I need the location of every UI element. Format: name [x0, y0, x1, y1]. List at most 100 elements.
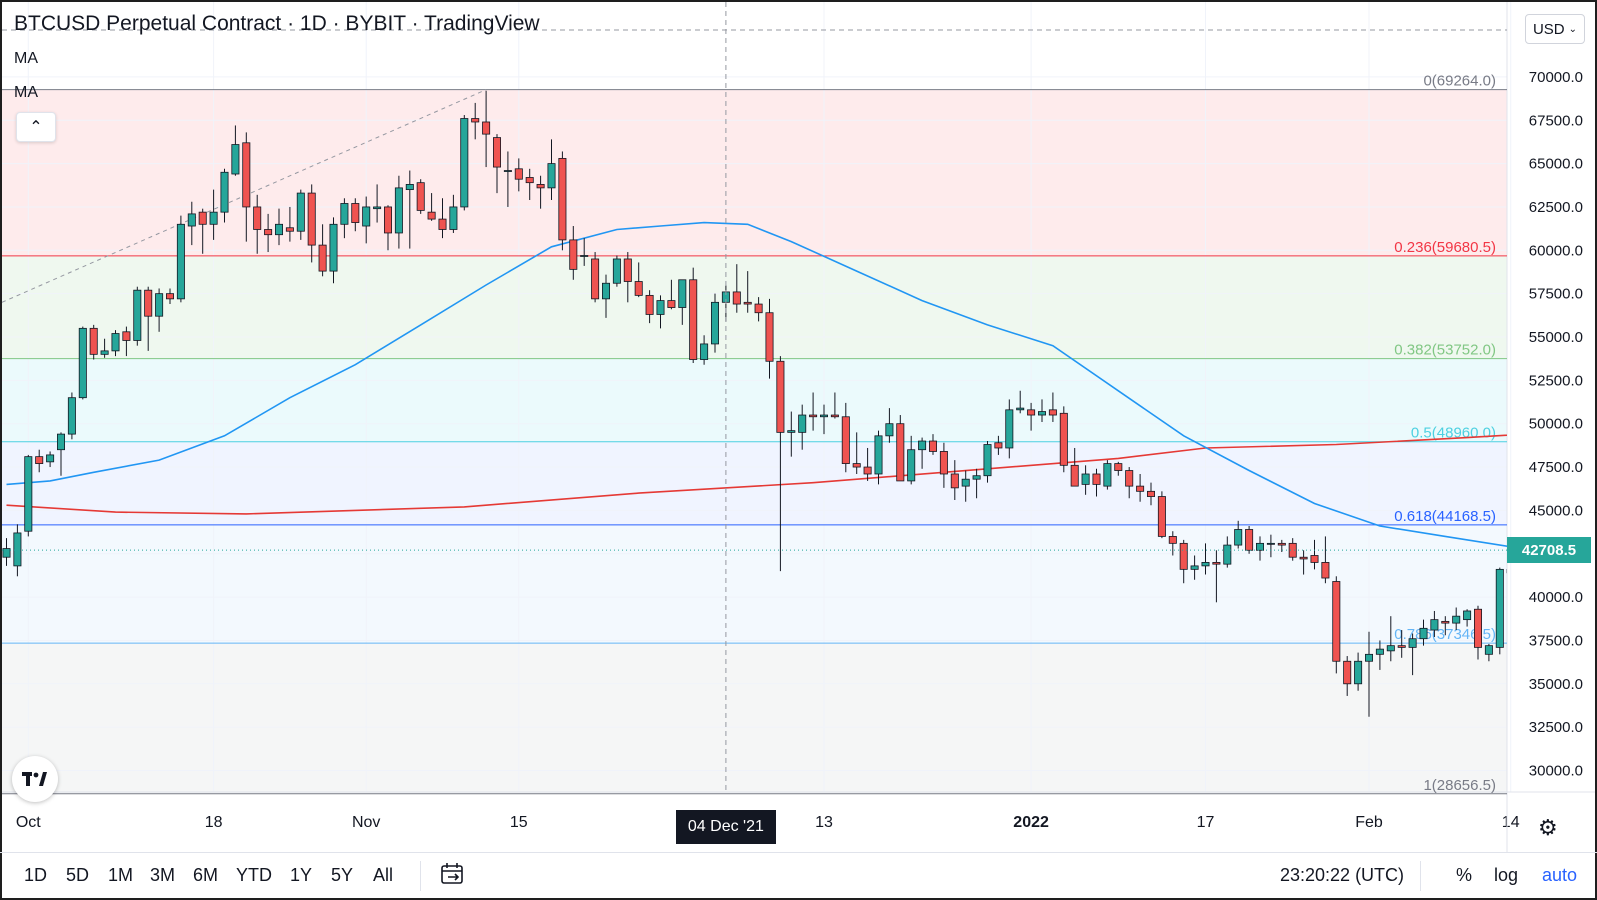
- candle-body: [492, 137, 501, 168]
- candle-body: [1474, 608, 1483, 648]
- candle-body: [580, 255, 589, 257]
- fib-level-label: 0.382(53752.0): [1394, 342, 1496, 359]
- range-button-1d[interactable]: 1D: [24, 865, 48, 885]
- candle-body: [1256, 542, 1265, 551]
- candle-body: [460, 118, 469, 208]
- candle-body: [896, 423, 905, 482]
- candle-body: [678, 279, 687, 308]
- candle-body: [296, 192, 305, 232]
- candle-body: [1551, 519, 1558, 524]
- percent-scale-button[interactable]: %: [1456, 865, 1473, 885]
- candle-body: [340, 203, 349, 225]
- candle-body: [122, 331, 131, 341]
- candle-body: [841, 416, 850, 464]
- candle-body: [416, 182, 425, 211]
- candle-body: [329, 223, 338, 272]
- candle-body: [1419, 627, 1428, 640]
- utc-clock[interactable]: 23:20:22 (UTC): [1280, 865, 1405, 885]
- ma-fast-line: [6, 221, 1507, 548]
- symbol-legend-title[interactable]: BTCUSD Perpetual Contract · 1D · BYBIT ·…: [14, 12, 540, 35]
- fib-zone-2: [2, 358, 1507, 442]
- candle-body: [1321, 562, 1330, 579]
- x-tick-label: Oct: [16, 814, 41, 831]
- x-tick-label: Feb: [1355, 814, 1383, 831]
- candle-body: [765, 312, 774, 362]
- candle-body: [253, 206, 262, 230]
- currency-selector-button[interactable]: USD ⌄: [1525, 14, 1585, 44]
- candle-body: [950, 473, 959, 489]
- range-button-1y[interactable]: 1Y: [290, 865, 313, 885]
- candle-body: [471, 118, 480, 123]
- candle-body: [1048, 409, 1057, 416]
- candle-body: [209, 211, 218, 225]
- candle-body: [1179, 542, 1188, 570]
- candle-body: [198, 211, 207, 225]
- candle-body: [525, 177, 534, 184]
- range-button-1m[interactable]: 1M: [108, 865, 134, 885]
- candle-body: [307, 192, 316, 246]
- candle-body: [1201, 562, 1210, 567]
- go-to-date-icon[interactable]: [440, 862, 466, 891]
- toolbar-divider: [1420, 861, 1421, 891]
- range-button-5d[interactable]: 5D: [66, 865, 90, 885]
- candle-body: [852, 463, 861, 468]
- candle-body: [1027, 409, 1036, 416]
- range-button-6m[interactable]: 6M: [193, 865, 219, 885]
- x-tick-label: 2022: [1013, 814, 1049, 831]
- crosshair-date-label: 04 Dec '21: [675, 810, 776, 844]
- candle-body: [732, 291, 741, 305]
- candle-body: [939, 451, 948, 475]
- candle-body: [1540, 524, 1547, 529]
- candle-body: [373, 206, 382, 210]
- candle-body: [1245, 529, 1254, 551]
- candle-body: [1310, 555, 1319, 563]
- candle-body: [220, 171, 229, 213]
- candle-body: [383, 206, 392, 234]
- candle-body: [264, 229, 273, 236]
- candle-body: [1299, 556, 1308, 560]
- x-tick-label: 14: [1502, 814, 1520, 831]
- collapse-legend-button[interactable]: ⌃: [16, 112, 56, 142]
- candle-body: [57, 433, 66, 451]
- ma-indicator-label-2[interactable]: MA: [14, 84, 38, 101]
- range-button-all[interactable]: All: [373, 865, 394, 885]
- gear-icon[interactable]: ⚙: [1538, 815, 1558, 840]
- candle-body: [994, 442, 1003, 449]
- candle-body: [1288, 542, 1297, 558]
- candle-body: [623, 258, 632, 282]
- ma-indicator-label-1[interactable]: MA: [14, 50, 38, 67]
- last-price-tag: 42708.5: [1507, 537, 1591, 564]
- fib-level-label: 0.618(44168.5): [1394, 508, 1496, 525]
- candle-body: [1190, 565, 1199, 570]
- candle-body: [874, 435, 883, 475]
- candle-body: [176, 223, 185, 300]
- y-tick-label: 32500.0: [1529, 719, 1583, 736]
- y-tick-label: 50000.0: [1529, 416, 1583, 433]
- y-tick-label: 37500.0: [1529, 632, 1583, 649]
- candle-body: [972, 475, 981, 480]
- range-button-5y[interactable]: 5Y: [331, 865, 354, 885]
- candle-body: [1038, 411, 1047, 416]
- auto-scale-button[interactable]: auto: [1542, 865, 1578, 885]
- candle-body: [1070, 464, 1079, 487]
- candle-body: [1408, 638, 1417, 648]
- currency-label: USD: [1532, 20, 1565, 38]
- y-tick-label: 60000.0: [1529, 242, 1583, 259]
- range-button-ytd[interactable]: YTD: [236, 865, 272, 885]
- candle-body: [394, 187, 403, 234]
- candle-body: [155, 293, 164, 317]
- log-scale-button[interactable]: log: [1494, 865, 1519, 885]
- candle-body: [133, 289, 142, 341]
- x-tick-label: 13: [815, 814, 833, 831]
- tradingview-logo-icon[interactable]: [12, 756, 58, 802]
- tv-logo-mark: [22, 772, 47, 786]
- candle-body: [634, 281, 643, 296]
- x-tick-label: 15: [510, 814, 528, 831]
- y-tick-label: 47500.0: [1529, 459, 1583, 476]
- range-button-3m[interactable]: 3M: [150, 865, 176, 885]
- candle-body: [1168, 536, 1177, 544]
- candle-body: [274, 223, 283, 236]
- candle-body: [711, 301, 720, 345]
- candle-body: [536, 184, 545, 189]
